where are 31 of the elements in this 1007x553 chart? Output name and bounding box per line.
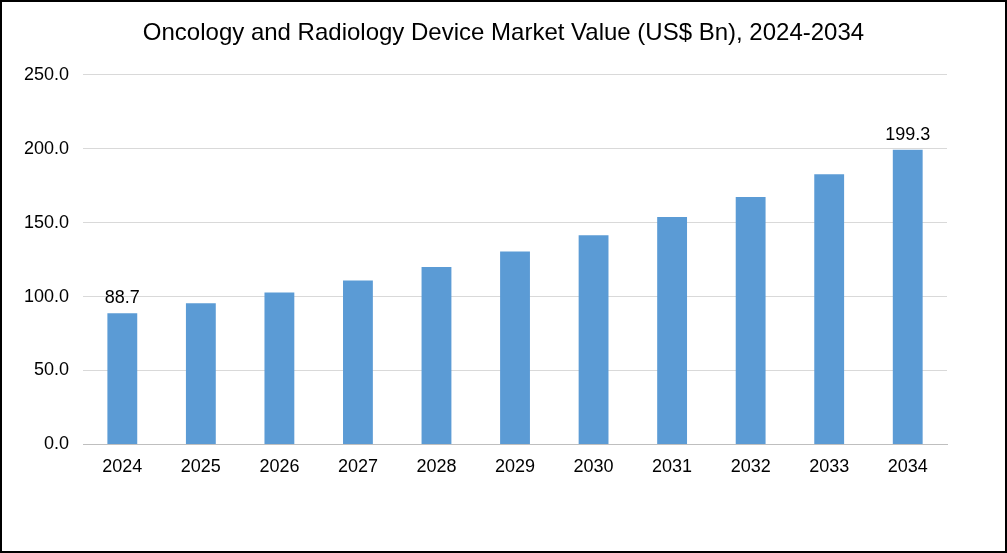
x-tick-label: 2030 [573, 456, 614, 477]
x-tick-label: 2034 [887, 456, 928, 477]
bar [500, 251, 530, 444]
bar [578, 235, 609, 444]
y-tick-label: 250.0 [24, 63, 70, 84]
y-tick-label: 0.0 [44, 433, 70, 454]
bar [185, 303, 216, 444]
bar [421, 266, 452, 444]
bar [735, 196, 766, 444]
bar [343, 280, 373, 444]
data-label: 88.7 [104, 287, 140, 308]
x-tick-label: 2032 [730, 456, 771, 477]
y-tick-label: 50.0 [34, 359, 70, 380]
bar [892, 149, 923, 444]
y-tick-label: 200.0 [24, 137, 70, 158]
x-tick-label: 2026 [259, 456, 300, 477]
bar [657, 217, 688, 444]
data-label: 199.3 [885, 123, 931, 144]
bar [264, 292, 295, 444]
x-tick-label: 2031 [652, 456, 693, 477]
chart-title: Oncology and Radiology Device Market Value (US$ Bn), 2024-2034 [141, 18, 866, 46]
bar [107, 313, 138, 444]
x-tick-label: 2027 [337, 456, 378, 477]
x-tick-label: 2029 [495, 456, 536, 477]
x-tick-label: 2028 [416, 456, 457, 477]
x-tick-label: 2033 [809, 456, 850, 477]
y-tick-label: 100.0 [24, 285, 70, 306]
y-tick-label: 150.0 [24, 211, 70, 232]
x-tick-label: 2025 [180, 456, 221, 477]
bar [814, 174, 845, 444]
x-tick-label: 2024 [102, 456, 143, 477]
